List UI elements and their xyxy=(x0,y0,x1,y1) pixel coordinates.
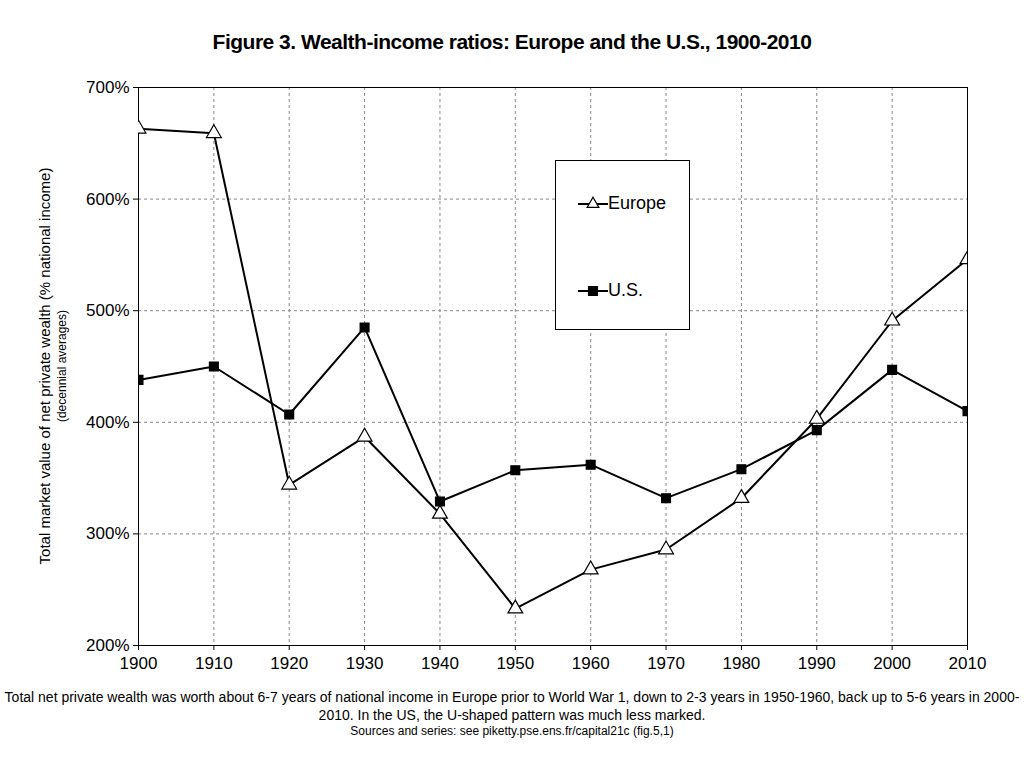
html-text:Total market value of net priv: Total market value of net private wealth… xyxy=(36,167,53,565)
html-text:Sources and series: see pikett: Sources and series: see piketty.pse.ens.… xyxy=(350,724,674,739)
svg-text:1990: 1990 xyxy=(798,654,836,673)
svg-text:1950: 1950 xyxy=(496,654,534,673)
svg-text:2000: 2000 xyxy=(873,654,911,673)
html-text:Total net private wealth was w: Total net private wealth was worth about… xyxy=(4,689,1020,724)
svg-text:300%: 300% xyxy=(86,524,129,543)
svg-text:1960: 1960 xyxy=(572,654,610,673)
html-text:(decennial averages): (decennial averages) xyxy=(54,310,69,422)
svg-text:1930: 1930 xyxy=(346,654,384,673)
html-text:U.S.: U.S. xyxy=(608,280,643,300)
svg-text:1970: 1970 xyxy=(647,654,685,673)
svg-text:1910: 1910 xyxy=(195,654,233,673)
html-text:Europe: Europe xyxy=(608,193,666,213)
svg-text:700%: 700% xyxy=(86,78,129,97)
html-text:Figure 3. Wealth-income ratios: Figure 3. Wealth-income ratios: Europe a… xyxy=(212,30,812,53)
svg-text:400%: 400% xyxy=(86,413,129,432)
svg-text:1900: 1900 xyxy=(120,654,158,673)
svg-text:200%: 200% xyxy=(86,636,129,655)
svg-text:1920: 1920 xyxy=(270,654,308,673)
svg-text:1980: 1980 xyxy=(722,654,760,673)
svg-text:600%: 600% xyxy=(86,190,129,209)
svg-text:500%: 500% xyxy=(86,301,129,320)
svg-text:1940: 1940 xyxy=(421,654,459,673)
svg-text:2010: 2010 xyxy=(949,654,987,673)
